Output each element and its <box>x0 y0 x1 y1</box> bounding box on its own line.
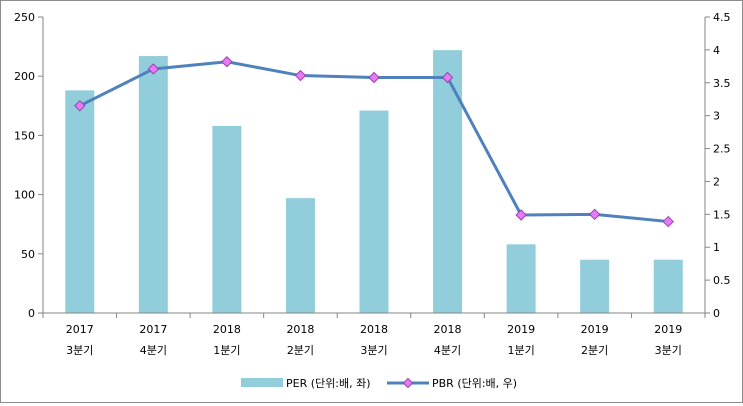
x-tick-label-year: 2019 <box>581 323 609 336</box>
pbr-point <box>147 63 160 75</box>
per-bar <box>285 198 315 313</box>
right-tick-label: 3 <box>713 110 720 123</box>
right-tick-label: 0.5 <box>713 274 731 287</box>
per-bar <box>138 56 168 314</box>
left-tick-label: 150 <box>14 129 35 142</box>
per-bar <box>65 90 95 314</box>
x-tick-label-year: 2018 <box>360 323 388 336</box>
x-tick-label-quarter: 1분기 <box>213 344 240 357</box>
x-tick-label-quarter: 4분기 <box>434 344 461 357</box>
x-tick-label-quarter: 3분기 <box>360 344 387 357</box>
pbr-point <box>515 209 527 221</box>
pbr-point <box>662 215 674 228</box>
pbr-line <box>74 56 674 228</box>
x-tick-label-year: 2019 <box>507 323 535 336</box>
per-bar <box>359 110 389 313</box>
per-bar <box>653 259 683 313</box>
right-tick-label: 0 <box>713 307 720 320</box>
pbr-point <box>368 71 380 84</box>
legend-label-pbr: PBR (단위:배, 우) <box>432 377 517 390</box>
legend-swatch-per <box>241 378 283 387</box>
left-tick-label: 100 <box>14 189 35 202</box>
right-tick-label: 4.5 <box>713 11 731 24</box>
right-tick-label: 3.5 <box>713 77 731 90</box>
pbr-point <box>294 69 307 82</box>
pbr-point <box>441 71 454 84</box>
left-tick-label: 200 <box>14 70 35 83</box>
right-tick-label: 1 <box>713 241 720 254</box>
x-tick-label-year: 2018 <box>213 323 241 336</box>
x-tick-label-year: 2017 <box>66 323 94 336</box>
right-tick-label: 1.5 <box>713 208 731 221</box>
right-tick-label: 4 <box>713 44 720 57</box>
legend-marker-pbr <box>402 377 414 389</box>
legend: PER (단위:배, 좌) PBR (단위:배, 우) <box>241 377 517 390</box>
x-tick-label-quarter: 1분기 <box>507 344 534 357</box>
x-tick-label-year: 2018 <box>434 323 462 336</box>
pbr-point <box>74 100 86 112</box>
x-tick-label-year: 2019 <box>654 323 682 336</box>
pbr-point <box>221 56 233 68</box>
legend-label-per: PER (단위:배, 좌) <box>286 377 371 390</box>
per-bar <box>433 50 463 313</box>
per-bar <box>580 259 610 313</box>
per-bar <box>212 125 242 313</box>
per-bar <box>506 244 536 313</box>
x-tick-label-quarter: 4분기 <box>140 344 167 357</box>
x-tick-label-year: 2018 <box>286 323 314 336</box>
x-tick-label-quarter: 2분기 <box>581 344 608 357</box>
left-tick-label: 50 <box>21 248 35 261</box>
x-tick-label-quarter: 3분기 <box>655 344 682 357</box>
per-bars <box>65 50 683 314</box>
x-tick-label-quarter: 3분기 <box>66 344 93 357</box>
axes: 0 50 100 150 200 250 0 0.5 1 1.5 2 2.5 3 3.5 4 4.5 2017 3… <box>14 11 731 357</box>
x-tick-label-year: 2017 <box>139 323 167 336</box>
x-tick-label-quarter: 2분기 <box>287 344 314 357</box>
right-tick-label: 2 <box>713 175 720 188</box>
left-tick-label: 0 <box>28 307 35 320</box>
left-tick-label: 250 <box>14 11 35 24</box>
pbr-point <box>588 208 601 221</box>
right-tick-label: 2.5 <box>713 143 731 156</box>
